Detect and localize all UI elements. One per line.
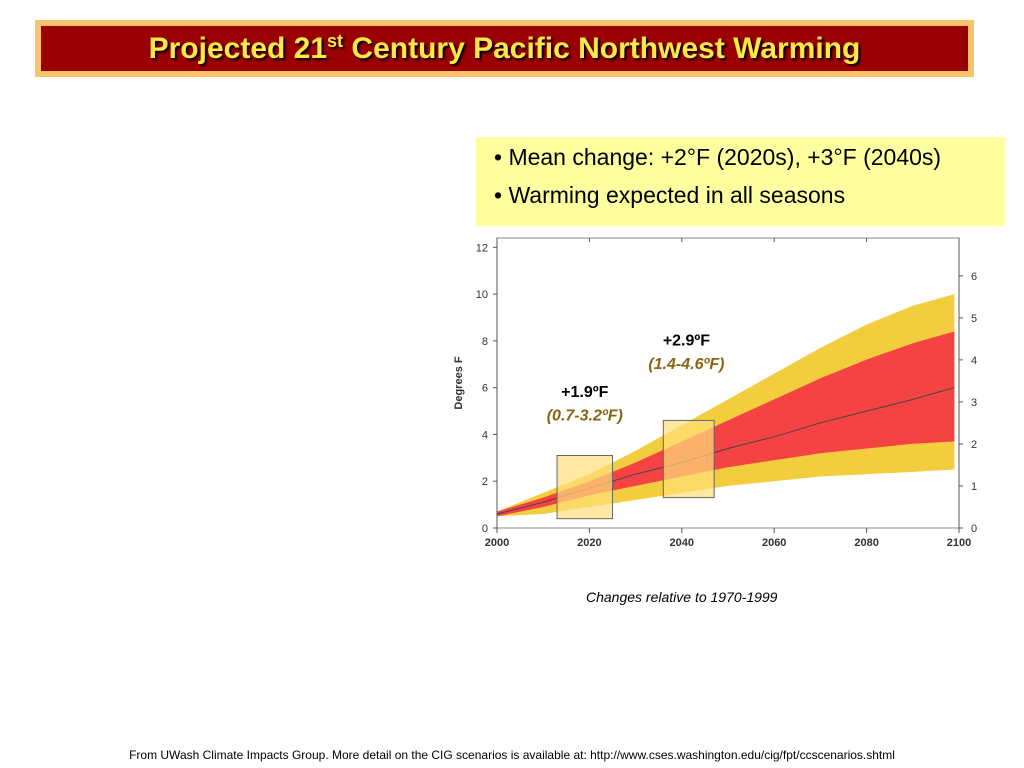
bullet-mean-change: • Mean change: +2°F (2020s), +3°F (2040s… [494,144,942,170]
x-tick-label: 2080 [854,537,878,549]
y-tick-label-right: 3 [971,397,977,409]
full-range-band [497,294,955,517]
x-tick-label: 2100 [947,537,971,549]
y-tick-label-left: 10 [476,289,488,301]
x-tick-label: 2020 [577,537,601,549]
x-tick-label: 2040 [670,537,694,549]
title-frame: Projected 21st Century Pacific Northwest… [35,20,974,77]
y-tick-label-left: 0 [482,523,488,535]
title-main: Projected 21 [148,32,328,65]
annotation-value-2: +2.9ºF [663,333,710,350]
slide-title: Projected 21st Century Pacific Northwest… [149,31,861,66]
likely-range-band [497,331,955,517]
y-tick-label-right: 4 [971,355,977,367]
annotation-range-2: (1.4-4.6ºF) [648,356,724,373]
y-tick-label-right: 6 [971,271,977,283]
y-tick-label-right: 0 [971,523,977,535]
y-tick-label-right: 1 [971,481,977,493]
annotation-value-1: +1.9ºF [561,384,608,401]
x-tick-label: 2000 [485,537,509,549]
source-footer: From UWash Climate Impacts Group. More d… [129,748,895,762]
y-tick-label-right: 5 [971,313,977,325]
y-tick-label-left: 4 [482,429,488,441]
title-superscript: st [327,31,344,51]
y-axis-title-left: Degrees F [453,356,465,409]
y-tick-label-left: 12 [476,242,488,254]
x-tick-label: 2060 [762,537,786,549]
title-rest: Century Pacific Northwest Warming [343,32,861,65]
annotation-range-1: (0.7-3.2ºF) [547,407,623,424]
period-box-1 [556,455,613,520]
bullet-box: • Mean change: +2°F (2020s), +3°F (2040s… [476,137,1005,226]
y-tick-label-left: 2 [482,476,488,488]
y-tick-label-left: 8 [482,336,488,348]
chart-caption: Changes relative to 1970-1999 [586,589,778,605]
title-bar: Projected 21st Century Pacific Northwest… [41,26,968,71]
period-box-2 [662,419,715,499]
bullet-warming-seasons: • Warming expected in all seasons [494,182,846,208]
y-tick-label-right: 2 [971,439,977,451]
y-tick-label-left: 6 [482,383,488,395]
